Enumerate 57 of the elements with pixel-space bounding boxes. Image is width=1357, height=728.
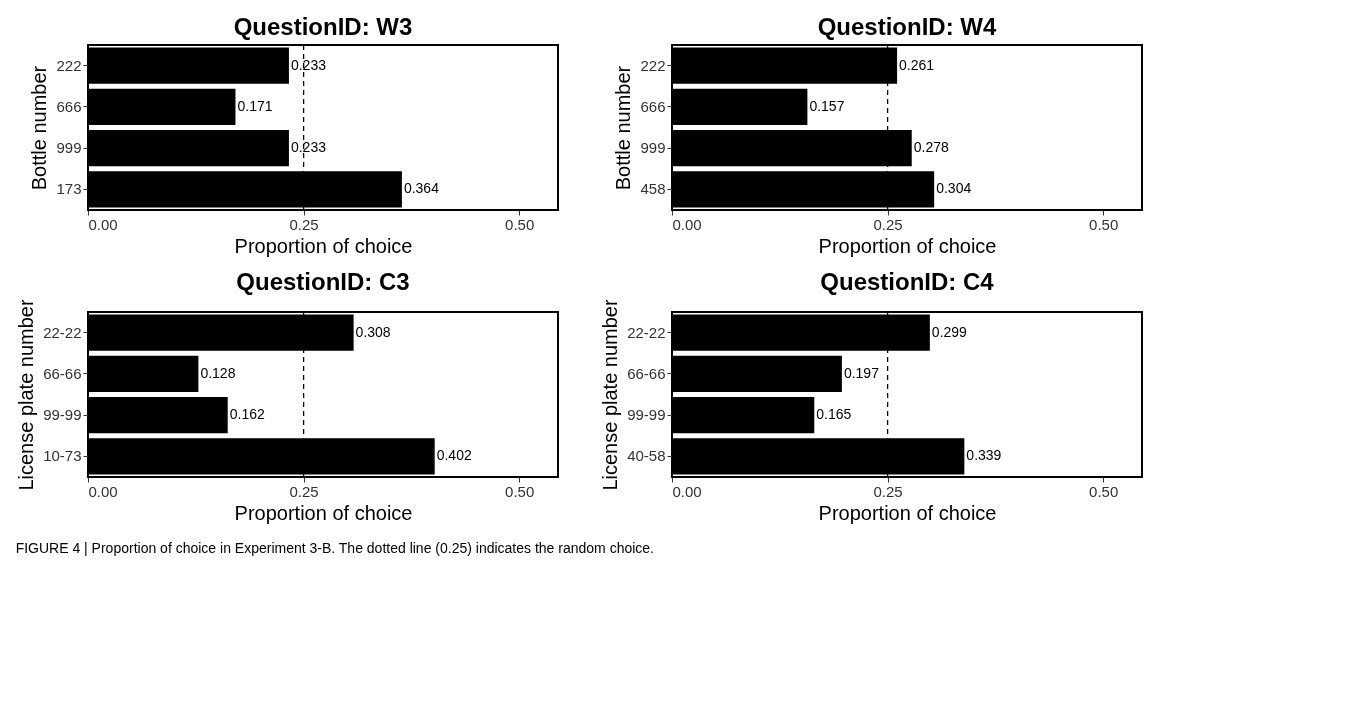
- y-tick-label: 40-58: [627, 447, 666, 465]
- y-tick-label: 66-66: [627, 364, 666, 382]
- y-axis-title: License plate number: [15, 299, 38, 491]
- data-label: 0.402: [436, 447, 472, 464]
- y-tick-label: 66-66: [43, 364, 82, 382]
- x-tick-label: 0.50: [505, 215, 535, 233]
- data-label: 0.233: [290, 139, 327, 156]
- data-label: 0.339: [966, 447, 1002, 464]
- data-label: 0.165: [816, 406, 852, 423]
- chart-title: QuestionID: C3: [236, 267, 410, 295]
- x-tick-label: 0.50: [1089, 482, 1119, 500]
- y-tick-label: 22-22: [43, 323, 82, 341]
- data-label: 0.197: [843, 364, 880, 381]
- x-tick-label: 0.00: [88, 215, 118, 233]
- chart-title: QuestionID: W3: [233, 13, 413, 41]
- data-label: 0.162: [229, 406, 265, 423]
- y-tick-label: 999: [56, 139, 82, 157]
- y-tick-label: 666: [56, 97, 82, 115]
- y-tick-label: 99-99: [43, 406, 82, 424]
- caption: FIGURE 4 | Proportion of choice in Experiment 3-B. The dotted line (0.25) indicates the random choice.: [15, 540, 655, 556]
- chart-title: QuestionID: C4: [820, 267, 995, 295]
- x-axis-title: Proportion of choice: [234, 234, 413, 257]
- data-label: 0.364: [403, 180, 440, 197]
- data-label: 0.128: [200, 364, 236, 381]
- data-label: 0.299: [931, 323, 968, 340]
- data-label: 0.278: [913, 139, 949, 156]
- y-tick-label: 173: [56, 180, 82, 198]
- x-tick-label: 0.25: [873, 482, 903, 500]
- y-tick-label: 10-73: [43, 447, 82, 465]
- x-axis-title: Proportion of choice: [234, 501, 413, 524]
- x-tick-label: 0.25: [873, 215, 903, 233]
- y-tick-label: 22-22: [627, 323, 666, 341]
- data-label: 0.233: [290, 56, 327, 73]
- data-label: 0.261: [899, 56, 935, 73]
- y-tick-label: 99-99: [627, 406, 666, 424]
- y-axis-title: Bottle number: [612, 65, 635, 191]
- x-tick-label: 0.25: [289, 215, 319, 233]
- x-axis-title: Proportion of choice: [818, 501, 997, 524]
- y-tick-label: 222: [640, 56, 666, 74]
- y-tick-label: 458: [640, 180, 666, 198]
- x-tick-label: 0.50: [1089, 215, 1119, 233]
- x-tick-label: 0.00: [88, 482, 118, 500]
- y-tick-label: 999: [640, 139, 666, 157]
- x-tick-label: 0.25: [289, 482, 319, 500]
- data-label: 0.304: [936, 180, 972, 197]
- x-tick-label: 0.00: [672, 482, 702, 500]
- y-axis-title: Bottle number: [28, 65, 51, 191]
- y-tick-label: 666: [640, 97, 666, 115]
- chart-title: QuestionID: W4: [817, 13, 997, 41]
- y-tick-label: 222: [56, 56, 82, 74]
- y-axis-title: License plate number: [599, 299, 622, 491]
- x-tick-label: 0.00: [672, 215, 702, 233]
- data-label: 0.308: [355, 323, 391, 340]
- data-label: 0.171: [237, 97, 273, 114]
- x-axis-title: Proportion of choice: [818, 234, 997, 257]
- data-label: 0.157: [809, 97, 845, 114]
- x-tick-label: 0.50: [505, 482, 535, 500]
